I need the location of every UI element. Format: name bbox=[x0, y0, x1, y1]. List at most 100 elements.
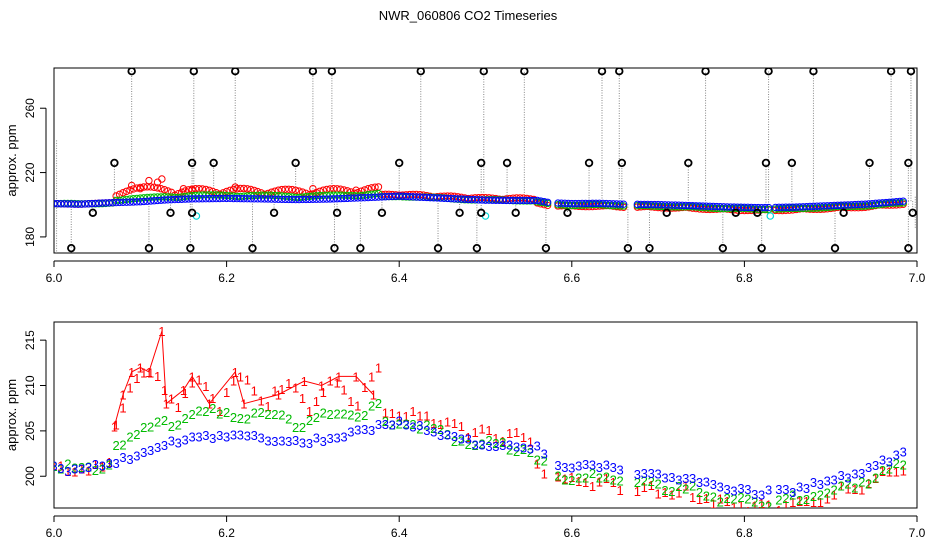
flag-point bbox=[761, 158, 771, 168]
series3-point bbox=[285, 195, 293, 204]
series1-label: 1 bbox=[561, 472, 568, 487]
series1-label: 1 bbox=[168, 392, 175, 407]
series1-label: 1 bbox=[352, 369, 359, 384]
flag-point bbox=[144, 243, 154, 253]
flag-point bbox=[597, 68, 607, 76]
series2-label: 2 bbox=[758, 498, 765, 513]
series3-point bbox=[802, 202, 811, 211]
series3-point bbox=[136, 198, 145, 206]
series2-label: 2 bbox=[340, 407, 347, 422]
series1-label: 1 bbox=[209, 391, 216, 406]
series2-label: 2 bbox=[78, 460, 85, 475]
series3-point bbox=[737, 203, 745, 211]
series3-point bbox=[568, 199, 576, 208]
series1-label: 1 bbox=[223, 385, 230, 400]
series1-point bbox=[145, 176, 153, 185]
flag-point bbox=[209, 158, 218, 168]
series1-label: 1 bbox=[133, 371, 140, 386]
series3-point bbox=[67, 200, 75, 208]
series3-point bbox=[633, 200, 642, 209]
flag-point bbox=[886, 68, 896, 76]
series2-label: 2 bbox=[513, 444, 520, 459]
flag-point bbox=[757, 243, 766, 253]
series1-label: 1 bbox=[724, 494, 731, 509]
series3-point bbox=[495, 196, 504, 204]
series3-point bbox=[505, 196, 514, 205]
series3-label: 3 bbox=[851, 467, 858, 482]
series2-label: 2 bbox=[527, 445, 534, 460]
series3-label: 3 bbox=[182, 432, 189, 447]
series3-point bbox=[378, 193, 386, 201]
series3-point bbox=[585, 199, 593, 208]
series3-point bbox=[416, 193, 424, 201]
series1-label: 1 bbox=[158, 324, 165, 339]
series3-label: 3 bbox=[485, 439, 492, 454]
series1-label: 1 bbox=[375, 361, 382, 376]
series2-label: 2 bbox=[724, 491, 731, 506]
series1-label: 1 bbox=[831, 488, 838, 503]
series3-point bbox=[799, 203, 807, 211]
series3-point bbox=[851, 200, 859, 209]
series1-label: 1 bbox=[582, 475, 589, 490]
series3-label: 3 bbox=[278, 433, 285, 448]
flag-point bbox=[718, 243, 728, 253]
series3-point bbox=[864, 200, 873, 208]
series3-point bbox=[288, 195, 296, 204]
series1-label: 1 bbox=[444, 415, 451, 430]
series1-label: 1 bbox=[347, 394, 354, 409]
series3-point bbox=[726, 203, 735, 211]
series1-label: 1 bbox=[306, 404, 313, 419]
series2-label: 2 bbox=[568, 473, 575, 488]
flag-point bbox=[520, 68, 529, 76]
series3-label: 3 bbox=[299, 436, 306, 451]
series1-label: 1 bbox=[416, 408, 423, 423]
series3-point bbox=[616, 200, 624, 208]
series3-point bbox=[215, 194, 224, 203]
series3-point bbox=[326, 195, 334, 203]
series1-label: 1 bbox=[71, 465, 78, 480]
series3-point bbox=[264, 195, 272, 203]
series3-label: 3 bbox=[610, 460, 617, 475]
series3-point bbox=[671, 201, 680, 209]
series1-label: 1 bbox=[188, 375, 195, 390]
series2-label: 2 bbox=[209, 401, 216, 416]
series1-label: 1 bbox=[758, 496, 765, 511]
series3-label: 3 bbox=[347, 424, 354, 439]
series2-label: 2 bbox=[423, 417, 430, 432]
series1-label: 1 bbox=[696, 492, 703, 507]
series1-label: 1 bbox=[206, 397, 213, 412]
series3-label: 3 bbox=[527, 441, 534, 456]
series3-label: 3 bbox=[654, 466, 661, 481]
flag-point bbox=[187, 208, 197, 217]
series2-label: 2 bbox=[347, 408, 354, 423]
series3-point bbox=[861, 200, 869, 208]
series1-label: 1 bbox=[682, 479, 689, 494]
bottom-y-tick-label: 205 bbox=[23, 421, 37, 441]
series1-label: 1 bbox=[837, 479, 844, 494]
page-title: NWR_060806 CO2 Timeseries bbox=[378, 8, 558, 23]
series1-label: 1 bbox=[879, 464, 886, 479]
series3-point bbox=[519, 196, 528, 205]
series3-label: 3 bbox=[216, 428, 223, 443]
series3-point bbox=[140, 197, 148, 206]
series2-label: 2 bbox=[796, 493, 803, 508]
series2-label: 2 bbox=[382, 414, 389, 429]
flag-point bbox=[416, 68, 425, 76]
series3-point bbox=[809, 202, 818, 211]
series3-point bbox=[516, 196, 524, 205]
series3-point bbox=[868, 199, 876, 208]
series3-point bbox=[502, 196, 510, 205]
series3-point bbox=[281, 195, 289, 204]
series3-point bbox=[371, 193, 379, 201]
series3-point bbox=[467, 195, 476, 204]
flag-point bbox=[356, 243, 365, 253]
series2-label: 2 bbox=[737, 490, 744, 505]
series3-point bbox=[54, 199, 62, 208]
series3-label: 3 bbox=[737, 481, 744, 496]
series1-point bbox=[119, 189, 127, 197]
series3-label: 3 bbox=[561, 460, 568, 475]
series1-label: 1 bbox=[900, 464, 907, 479]
series2-label: 2 bbox=[57, 461, 64, 476]
series3-label: 3 bbox=[724, 482, 731, 497]
flag-point bbox=[617, 158, 627, 168]
